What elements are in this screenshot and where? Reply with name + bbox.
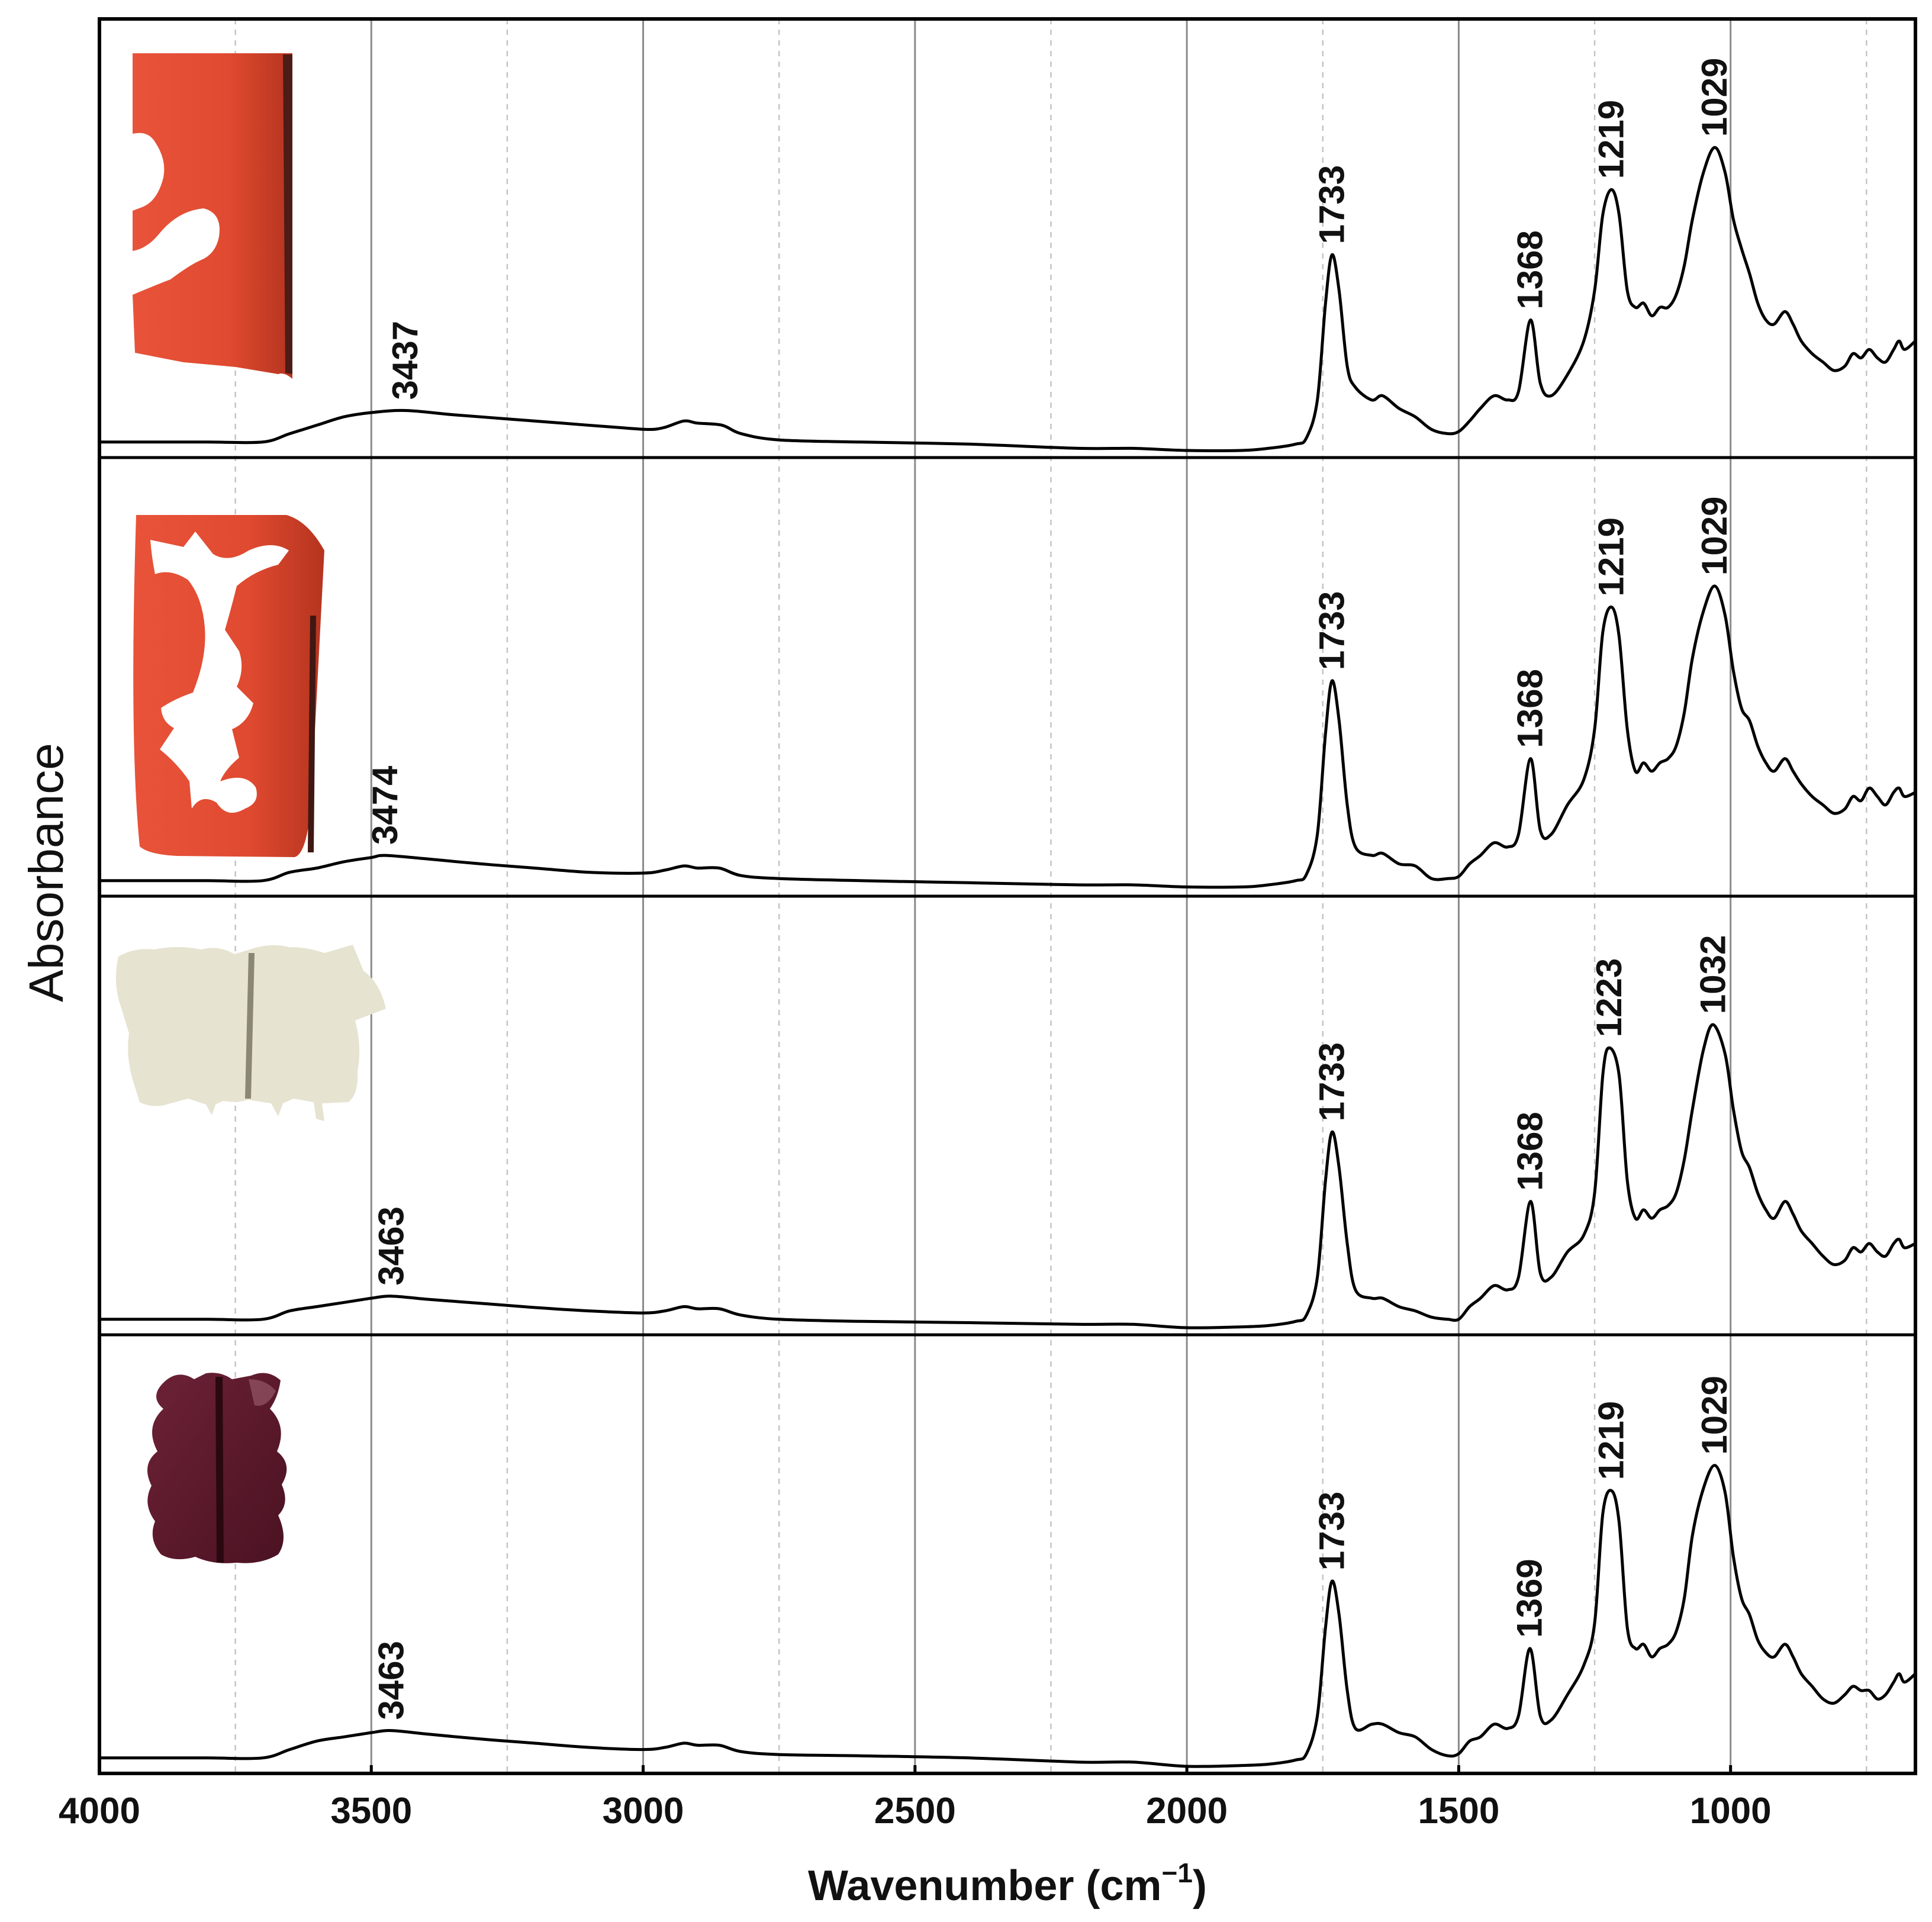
plot-frame [98, 17, 1917, 1775]
sample-1-photo [133, 53, 292, 379]
peak-label-3-1032: 1032 [1693, 935, 1733, 1014]
peak-label-3-3463: 3463 [371, 1206, 411, 1285]
peak-label-4-1369: 1369 [1510, 1559, 1550, 1637]
peak-label-1-1368: 1368 [1511, 230, 1550, 309]
peak-label-2-1219: 1219 [1592, 517, 1631, 596]
peak-label-2-3474: 3474 [365, 765, 405, 845]
labels: 3437 1733 1368 1219 1029 3474 1733 1368 1219 1029… [20, 58, 1772, 1910]
spectrum-line-4 [99, 1464, 1917, 1768]
sample-4-seam [215, 1377, 224, 1563]
x-tick-label-3500: 3500 [330, 1791, 412, 1831]
sample-1-edge [283, 54, 292, 374]
x-tick-label-2000: 2000 [1146, 1791, 1228, 1831]
sample-3-photo [115, 945, 387, 1121]
peak-label-1-1029: 1029 [1695, 58, 1734, 137]
y-axis-title: Absorbance [20, 743, 73, 1002]
x-tick-label-3000: 3000 [603, 1791, 684, 1831]
peak-label-1-1219: 1219 [1592, 100, 1631, 179]
spectra [99, 146, 1917, 1768]
x-axis-title-close: ) [1193, 1862, 1207, 1910]
peak-label-4-1733: 1733 [1312, 1492, 1351, 1570]
spectrum-line-3 [99, 1023, 1917, 1329]
peak-label-4-1029: 1029 [1695, 1376, 1734, 1454]
peak-label-1-3437: 3437 [385, 321, 425, 400]
sample-2-edge [308, 616, 316, 852]
x-tick-label-1000: 1000 [1690, 1791, 1772, 1831]
sample-2-cutout [150, 532, 289, 813]
x-tick-label-1500: 1500 [1418, 1791, 1499, 1831]
peak-label-2-1368: 1368 [1511, 669, 1550, 748]
peak-label-3-1733: 1733 [1312, 1042, 1351, 1121]
spectrum-line-2 [99, 584, 1917, 889]
sample-2-photo [133, 515, 324, 857]
peak-label-2-1733: 1733 [1312, 591, 1351, 670]
sample-4-photo [147, 1373, 287, 1563]
peak-label-3-1368: 1368 [1511, 1112, 1550, 1190]
peak-label-2-1029: 1029 [1695, 497, 1734, 575]
x-tick-label-4000: 4000 [59, 1791, 140, 1831]
sample-1-shape [133, 53, 292, 379]
sample-3-seam [245, 953, 255, 1099]
x-axis-title: Wavenumber (cm−1) [808, 1857, 1207, 1910]
peak-label-4-1219: 1219 [1592, 1401, 1631, 1480]
spectrum-line-1 [99, 146, 1917, 452]
x-axis-title-main: Wavenumber (cm [808, 1862, 1161, 1910]
sample-4-highlight [249, 1379, 276, 1406]
x-tick-label-2500: 2500 [874, 1791, 956, 1831]
peak-label-3-1223: 1223 [1589, 958, 1629, 1037]
sample-photos [115, 53, 387, 1563]
peak-label-1-1733: 1733 [1312, 165, 1351, 244]
x-axis-title-superscript: −1 [1162, 1857, 1193, 1888]
peak-label-4-3463: 3463 [371, 1641, 411, 1720]
sample-1-cutout [133, 65, 165, 211]
